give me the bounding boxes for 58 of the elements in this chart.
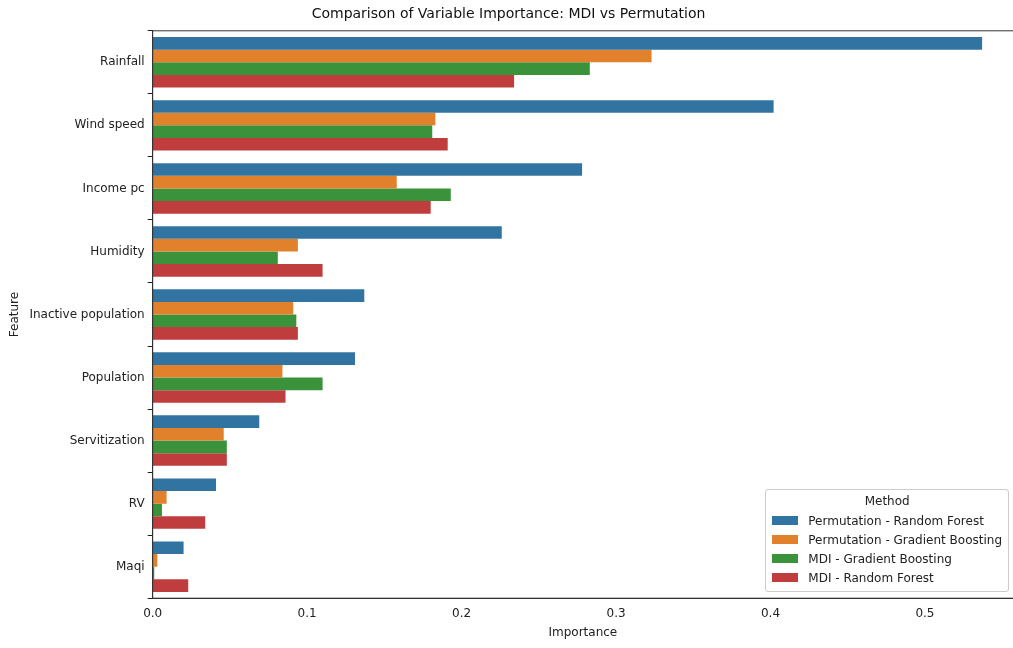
bar bbox=[152, 163, 583, 176]
bar bbox=[152, 175, 397, 189]
bar bbox=[152, 37, 983, 50]
bar bbox=[152, 364, 283, 378]
x-tick-label: 0.2 bbox=[452, 605, 472, 620]
y-tick-label: Humidity bbox=[90, 243, 145, 258]
x-tick-label: 0.5 bbox=[915, 605, 935, 620]
bar bbox=[152, 188, 451, 202]
bar bbox=[152, 541, 184, 555]
y-tick-label: Inactive population bbox=[29, 306, 145, 321]
bar bbox=[152, 579, 189, 592]
bar bbox=[152, 62, 590, 75]
x-axis-title: Importance bbox=[548, 624, 618, 639]
bar bbox=[152, 352, 356, 365]
bar bbox=[152, 554, 158, 567]
bar bbox=[152, 301, 294, 315]
legend-label: MDI - Gradient Boosting bbox=[808, 551, 952, 566]
bar bbox=[152, 264, 323, 277]
x-tick-label: 0.4 bbox=[760, 605, 781, 620]
bar bbox=[152, 49, 652, 63]
bar bbox=[152, 503, 162, 517]
bar bbox=[152, 251, 278, 265]
bar bbox=[152, 440, 227, 454]
bar bbox=[152, 137, 448, 151]
bar bbox=[152, 390, 286, 403]
y-tick-label: Maqi bbox=[116, 558, 145, 573]
legend-title: Method bbox=[863, 494, 911, 508]
x-tick-label: 0.1 bbox=[297, 605, 317, 620]
y-tick-label: Rainfall bbox=[100, 54, 145, 69]
bar bbox=[152, 314, 297, 328]
legend-label: MDI - Random Forest bbox=[808, 570, 934, 585]
bar bbox=[152, 238, 298, 252]
bar bbox=[152, 112, 436, 126]
y-axis-title: Feature bbox=[7, 291, 22, 338]
bar bbox=[152, 327, 298, 340]
bar bbox=[152, 377, 323, 391]
bar bbox=[152, 415, 260, 428]
bar bbox=[152, 453, 227, 466]
y-tick-label: Population bbox=[81, 369, 145, 384]
chart-title: Comparison of Variable Importance: MDI vs Permutation bbox=[311, 5, 706, 22]
bar bbox=[152, 289, 365, 302]
bar bbox=[152, 201, 431, 214]
legend-label: Permutation - Random Forest bbox=[808, 513, 984, 528]
y-tick-label: Income pc bbox=[82, 180, 145, 195]
bar bbox=[152, 491, 167, 504]
x-tick-label: 0.3 bbox=[606, 605, 626, 620]
y-tick-label: Servitization bbox=[69, 432, 145, 447]
bar bbox=[152, 125, 433, 138]
bar bbox=[152, 516, 206, 529]
bar bbox=[152, 226, 502, 239]
bar bbox=[152, 100, 774, 113]
y-tick-label: Wind speed bbox=[74, 117, 145, 132]
legend-label: Permutation - Gradient Boosting bbox=[808, 532, 1002, 547]
y-tick-label: RV bbox=[128, 495, 146, 510]
bar bbox=[152, 478, 217, 492]
x-tick-label: 0.0 bbox=[143, 605, 163, 620]
bar bbox=[152, 427, 224, 441]
bar bbox=[152, 74, 515, 88]
